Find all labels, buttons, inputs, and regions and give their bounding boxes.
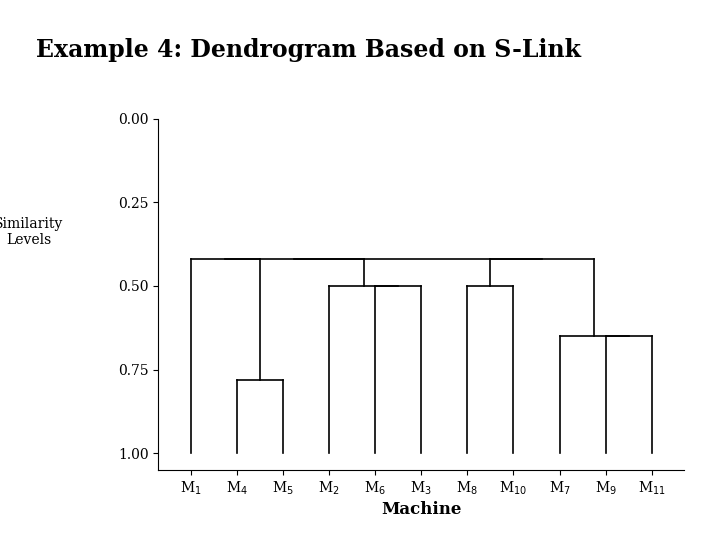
Text: Similarity
Levels: Similarity Levels (0, 217, 63, 247)
Text: Example 4: Dendrogram Based on S-Link: Example 4: Dendrogram Based on S-Link (36, 38, 581, 62)
Text: Machine: Machine (381, 502, 462, 518)
